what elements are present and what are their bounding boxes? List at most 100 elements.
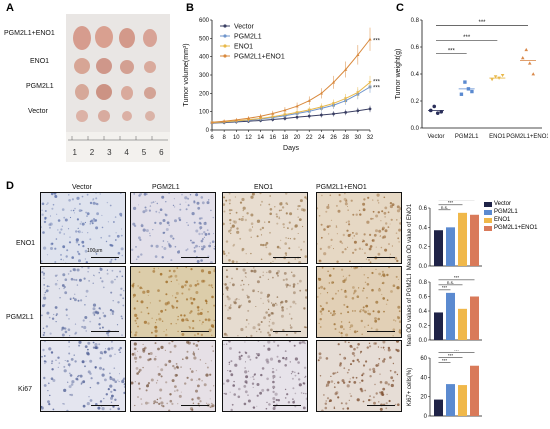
bar [458, 308, 467, 340]
x-tick-label: 28 [342, 135, 349, 141]
y-tick-label: 0.8 [411, 18, 420, 24]
ihc-micrograph [130, 192, 216, 264]
data-point [520, 56, 525, 60]
bar [458, 212, 467, 266]
y-tick-label: 0.0 [419, 264, 428, 270]
y-tick-label: 200 [199, 91, 210, 97]
legend-item: PGM2L1 [484, 208, 538, 216]
x-tick-label: ENO1 [489, 134, 506, 140]
row-label: ENO1 [16, 240, 36, 247]
legend-label: Vector [494, 201, 512, 207]
scale-bar [91, 405, 119, 406]
legend-swatch [484, 201, 492, 207]
y-tick-label: 0.4 [411, 72, 420, 78]
significance-marker: *** [373, 85, 380, 91]
micrograph-texture [317, 267, 401, 337]
data-point [435, 111, 440, 115]
micrograph-texture [223, 341, 307, 411]
row-label: Ki67 [18, 386, 33, 393]
legend-swatch [484, 225, 492, 231]
bar [446, 384, 455, 416]
micrograph-texture [131, 341, 215, 411]
y-tick-label: 0.6 [419, 295, 428, 301]
data-point [319, 105, 323, 109]
column-header: PGM2L1+ENO1 [316, 184, 367, 191]
data-point [259, 114, 263, 118]
ihc-micrograph [316, 266, 402, 338]
y-tick-label: 0.8 [419, 280, 428, 286]
data-point [368, 81, 372, 84]
data-point [368, 37, 372, 41]
data-point [283, 108, 287, 112]
y-tick-label: 500 [199, 36, 210, 42]
data-point [319, 113, 323, 117]
photo-row-label: PGM2L1 [26, 83, 54, 90]
ihc-micrograph: 100μm [40, 192, 126, 264]
data-point [368, 107, 372, 111]
legend-label: PGM2L1+ENO1 [234, 54, 285, 61]
micrograph-texture [131, 193, 215, 263]
data-point [271, 115, 275, 119]
x-tick-label: 24 [318, 135, 325, 141]
y-tick-label: 20 [420, 395, 427, 401]
data-point [283, 113, 287, 117]
legend-marker [223, 54, 227, 58]
scale-bar [367, 331, 395, 332]
series-line [211, 81, 371, 124]
bar [434, 230, 443, 266]
data-point [210, 120, 214, 124]
data-point [470, 89, 474, 94]
y-tick-label: 60 [420, 356, 427, 362]
x-tick-label: 14 [257, 135, 264, 141]
x-tick-label: PGM2L1 [455, 134, 479, 140]
ruler-tick: 5 [141, 148, 147, 157]
scale-bar [367, 257, 395, 258]
ihc-micrograph [130, 266, 216, 338]
y-tick-label: 0.6 [411, 45, 420, 51]
micrograph-texture [223, 193, 307, 263]
series-line [211, 86, 371, 124]
photo-row-label: ENO1 [30, 58, 50, 65]
data-point [331, 80, 336, 84]
x-tick-label: 6 [210, 135, 214, 141]
significance-marker: *** [448, 48, 456, 54]
ihc-micrograph [40, 340, 126, 412]
data-point [531, 72, 536, 76]
data-point [271, 111, 275, 115]
scale-bar [181, 257, 209, 258]
column-header: PGM2L1 [152, 184, 180, 191]
y-tick-label: 0.4 [419, 309, 428, 315]
y-tick-label: 0.0 [411, 126, 420, 132]
legend-label: ENO1 [234, 44, 253, 51]
significance-marker: n.s. [447, 280, 454, 285]
y-axis-label: Ki67+ cells(%) [407, 368, 413, 407]
significance-marker: *** [448, 353, 454, 358]
x-tick-label: Vector [427, 134, 444, 140]
bar [446, 292, 455, 340]
data-point [283, 117, 287, 120]
y-tick-label: 600 [199, 18, 210, 24]
data-point [344, 67, 348, 71]
ihc-micrograph [222, 266, 308, 338]
ihc-micrograph [222, 340, 308, 412]
scale-bar [181, 331, 209, 332]
data-point [332, 112, 335, 116]
data-point [356, 109, 360, 113]
bar-chart-pgm2l1: 0.0 0.2 0.4 0.6 0.8 Mean OD values of PGM2L1 *… [407, 274, 482, 346]
legend-label: PGM2L1 [494, 209, 518, 215]
scale-bar [181, 405, 209, 406]
significance-marker: *** [448, 200, 454, 205]
micrograph-texture [317, 193, 401, 263]
scale-bar [273, 257, 301, 258]
data-point [307, 108, 311, 112]
y-axis-label: Tumor volume(mm³) [183, 43, 190, 106]
significance-marker: *** [442, 358, 448, 363]
legend-label: Vector [234, 24, 255, 31]
y-tick-label: 0.4 [419, 225, 428, 231]
column-header: ENO1 [254, 184, 274, 191]
bar-chart-eno1: 0.0 0.2 0.4 0.6 Mean OD value of ENO1 n.s.***… [407, 200, 482, 270]
ihc-micrograph [130, 340, 216, 412]
significance-marker: *** [454, 275, 460, 280]
ihc-micrograph [40, 266, 126, 338]
panel-b-line-chart: 0 100 200 300 400 500 600 6 8 10 12 14 16 18 20 22 24 26 2… [183, 18, 380, 152]
